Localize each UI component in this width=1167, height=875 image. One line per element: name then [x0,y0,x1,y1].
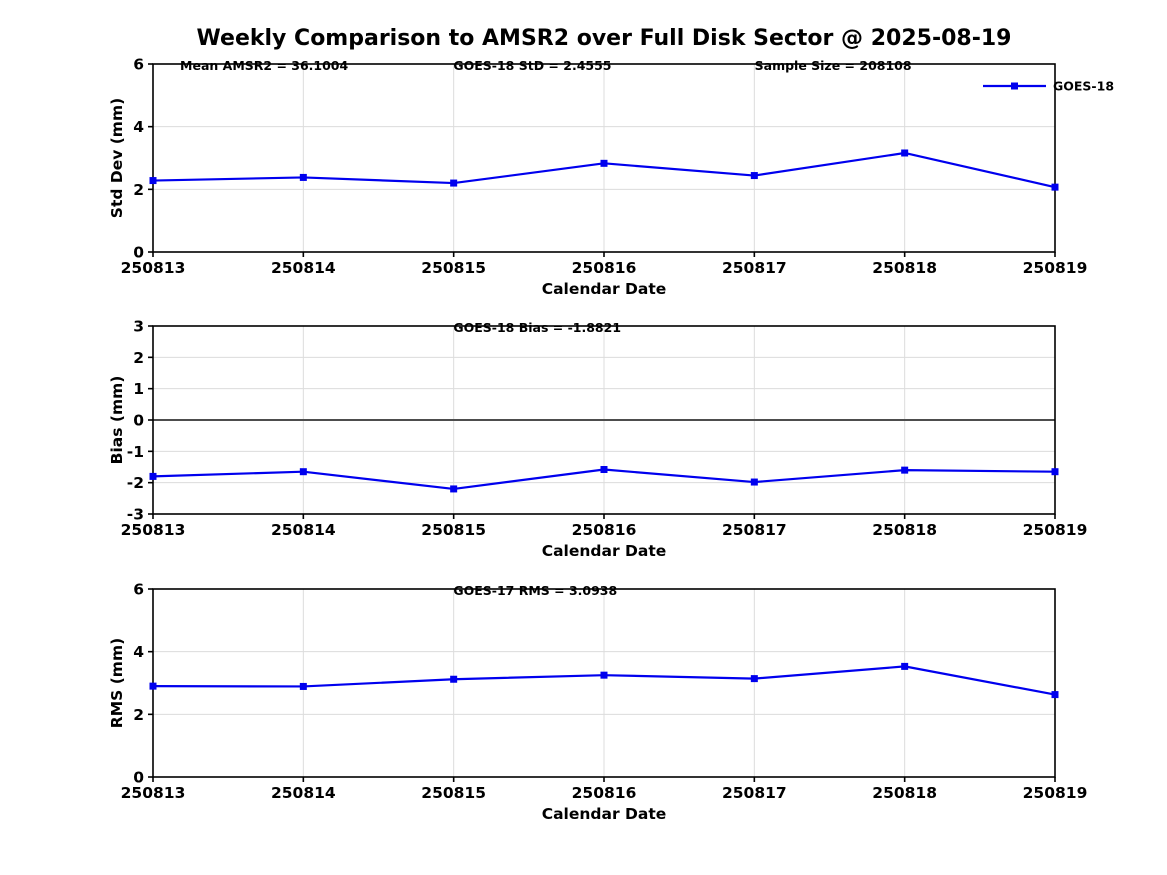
legend-label: GOES-18 [1053,79,1114,94]
x-tick-label: 250818 [872,259,937,277]
data-point-marker [450,675,458,683]
x-tick-label: 250818 [872,521,937,539]
x-tick-label: 250819 [1023,784,1088,802]
y-tick-label: 6 [133,56,144,74]
legend: GOES-18 [983,79,1114,94]
data-point-marker [750,675,758,683]
x-tick-label: 250813 [121,259,186,277]
y-tick-label: 2 [133,349,144,367]
data-point-marker [901,149,909,157]
x-tick-label: 250815 [421,259,486,277]
y-tick-label: 2 [133,706,144,724]
annotation: Sample Size = 208108 [755,58,912,73]
subplot-stddev: 250813 250814 250815 250816 250817 250818 2508… [108,56,1114,299]
x-tick-label: 250813 [121,784,186,802]
data-point-marker [450,485,458,493]
x-tick-label: 250816 [572,784,637,802]
x-axis-label: Calendar Date [542,542,667,560]
data-point-marker [600,466,608,474]
x-tick-label: 250819 [1023,259,1088,277]
y-axis-label: Std Dev (mm) [108,98,126,218]
data-point-marker [1051,691,1059,699]
y-tick-label: 2 [133,181,144,199]
x-tick-label: 250816 [572,259,637,277]
data-point-marker [450,179,458,187]
data-point-marker [1051,468,1059,476]
data-point-marker [299,173,307,181]
data-point-marker [750,478,758,486]
x-tick-label: 250817 [722,521,787,539]
x-tick-label: 250814 [271,521,336,539]
data-point-marker [600,159,608,167]
x-tick-label: 250814 [271,259,336,277]
data-point-marker [299,468,307,476]
annotation: GOES-18 Bias = -1.8821 [453,320,621,335]
y-axis-label: Bias (mm) [108,376,126,465]
x-tick-label: 250815 [421,521,486,539]
figure-title: Weekly Comparison to AMSR2 over Full Dis… [196,26,1012,51]
y-tick-label: 3 [133,318,144,336]
data-point-marker [1051,183,1059,191]
x-tick-label: 250816 [572,521,637,539]
x-axis-label: Calendar Date [542,805,667,823]
y-tick-label: -3 [127,506,144,524]
y-tick-label: 1 [133,380,144,398]
data-point-marker [149,682,157,690]
data-point-marker [901,466,909,474]
x-axis-label: Calendar Date [542,280,667,298]
annotation: GOES-17 RMS = 3.0938 [453,583,617,598]
x-tick-label: 250818 [872,784,937,802]
data-point-marker [149,472,157,480]
y-tick-label: -1 [127,443,144,461]
data-point-marker [149,177,157,185]
data-point-marker [299,682,307,690]
y-tick-label: 0 [133,412,144,430]
legend-marker [1011,82,1018,90]
x-tick-label: 250817 [722,259,787,277]
y-tick-label: 0 [133,244,144,262]
data-point-marker [750,172,758,180]
y-tick-label: -2 [127,474,144,492]
y-tick-label: 4 [133,643,144,661]
x-tick-label: 250814 [271,784,336,802]
x-tick-label: 250817 [722,784,787,802]
y-tick-label: 0 [133,769,144,787]
y-tick-label: 6 [133,581,144,599]
x-tick-label: 250813 [121,521,186,539]
y-tick-label: 4 [133,118,144,136]
subplot-rms: 250813 250814 250815 250816 250817 250818 2508… [108,581,1087,824]
annotation: Mean AMSR2 = 36.1004 [180,58,348,73]
annotation: GOES-18 StD = 2.4555 [453,58,611,73]
x-tick-label: 250815 [421,784,486,802]
x-tick-label: 250819 [1023,521,1088,539]
y-axis-label: RMS (mm) [108,638,126,728]
data-point-marker [600,671,608,679]
data-point-marker [901,662,909,670]
subplot-bias: 250813 250814 250815 250816 250817 250818 2508… [108,318,1087,561]
